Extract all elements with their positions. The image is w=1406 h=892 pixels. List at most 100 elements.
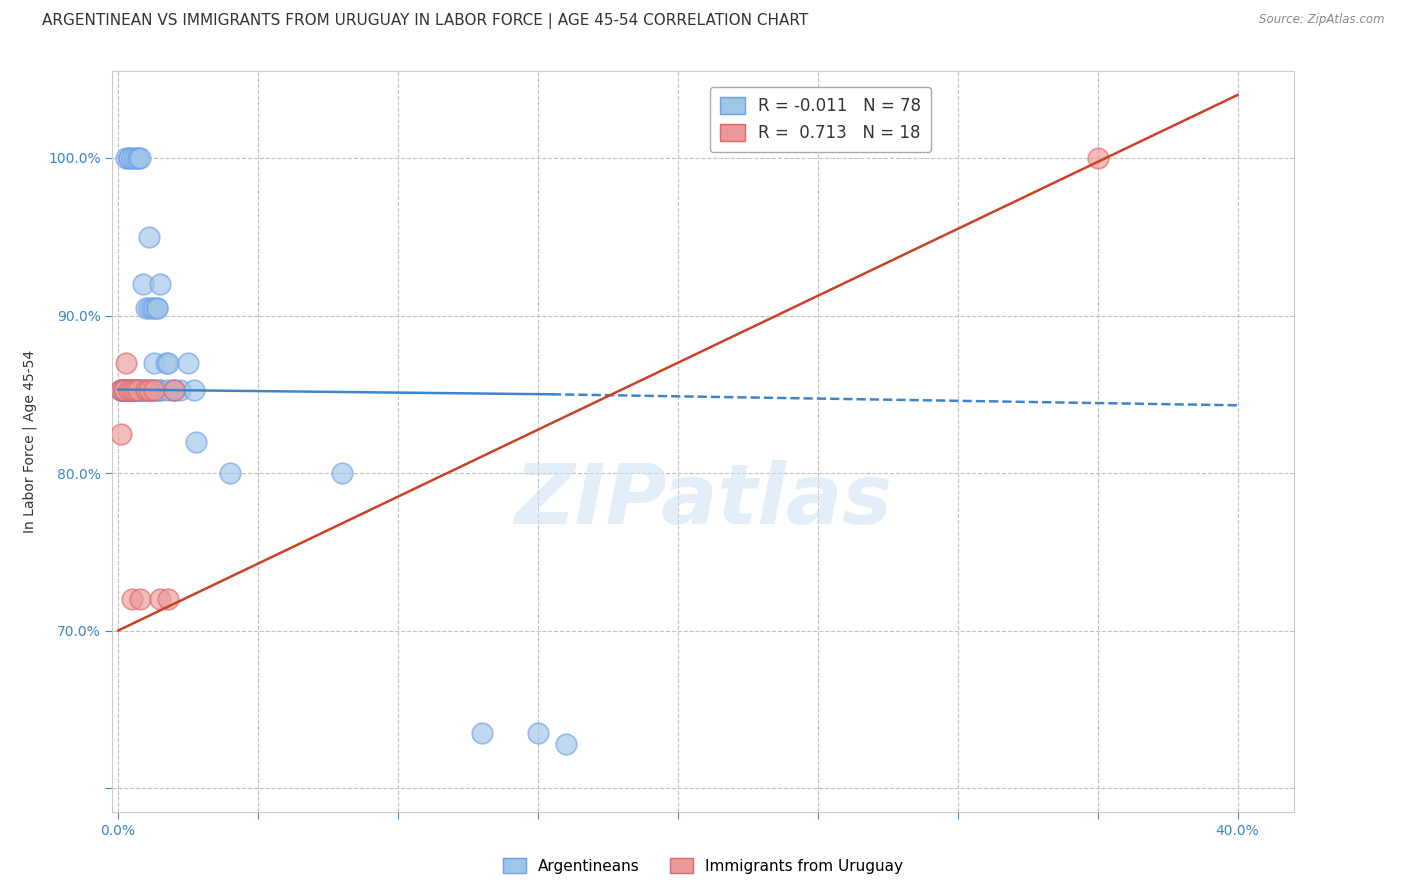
Point bbox=[163, 383, 186, 397]
Point bbox=[115, 356, 138, 370]
Point bbox=[121, 383, 143, 397]
Point bbox=[143, 356, 166, 370]
Point bbox=[127, 383, 149, 397]
Point bbox=[141, 301, 163, 315]
Point bbox=[146, 301, 169, 315]
Point bbox=[157, 356, 180, 370]
Point bbox=[121, 383, 143, 397]
Point bbox=[127, 151, 149, 165]
Point bbox=[149, 277, 172, 291]
Point bbox=[135, 383, 157, 397]
Point bbox=[112, 383, 135, 397]
Point bbox=[124, 151, 146, 165]
Point bbox=[146, 301, 169, 315]
Point bbox=[112, 383, 135, 397]
Point bbox=[121, 592, 143, 607]
Point bbox=[527, 726, 550, 740]
Point bbox=[163, 383, 186, 397]
Point bbox=[157, 383, 180, 397]
Point bbox=[115, 383, 138, 397]
Point bbox=[132, 383, 155, 397]
Point bbox=[118, 383, 141, 397]
Point bbox=[118, 383, 141, 397]
Point bbox=[118, 383, 141, 397]
Point bbox=[157, 592, 180, 607]
Point bbox=[143, 301, 166, 315]
Point bbox=[110, 383, 132, 397]
Point bbox=[129, 383, 152, 397]
Point bbox=[118, 383, 141, 397]
Point bbox=[138, 301, 160, 315]
Point bbox=[110, 383, 132, 397]
Point bbox=[121, 383, 143, 397]
Point bbox=[115, 383, 138, 397]
Point bbox=[127, 151, 149, 165]
Point bbox=[121, 151, 143, 165]
Point bbox=[135, 383, 157, 397]
Point bbox=[141, 383, 163, 397]
Point bbox=[129, 151, 152, 165]
Point bbox=[110, 383, 132, 397]
Point bbox=[110, 383, 132, 397]
Point bbox=[186, 434, 208, 449]
Point bbox=[124, 383, 146, 397]
Point bbox=[129, 592, 152, 607]
Point bbox=[112, 383, 135, 397]
Point bbox=[330, 466, 353, 480]
Point bbox=[115, 151, 138, 165]
Point bbox=[112, 383, 135, 397]
Point bbox=[149, 383, 172, 397]
Text: ZIPatlas: ZIPatlas bbox=[515, 460, 891, 541]
Point bbox=[138, 229, 160, 244]
Point bbox=[177, 356, 200, 370]
Point bbox=[127, 383, 149, 397]
Point bbox=[132, 277, 155, 291]
Y-axis label: In Labor Force | Age 45-54: In Labor Force | Age 45-54 bbox=[22, 350, 37, 533]
Point bbox=[129, 383, 152, 397]
Point bbox=[121, 383, 143, 397]
Point bbox=[124, 383, 146, 397]
Point bbox=[138, 383, 160, 397]
Point bbox=[112, 383, 135, 397]
Point bbox=[141, 383, 163, 397]
Point bbox=[118, 151, 141, 165]
Point bbox=[127, 383, 149, 397]
Point bbox=[129, 383, 152, 397]
Point bbox=[112, 383, 135, 397]
Point bbox=[143, 383, 166, 397]
Point bbox=[1087, 151, 1109, 165]
Point bbox=[112, 383, 135, 397]
Point bbox=[183, 383, 205, 397]
Point bbox=[110, 426, 132, 441]
Point bbox=[112, 383, 135, 397]
Point bbox=[118, 383, 141, 397]
Point bbox=[110, 383, 132, 397]
Point bbox=[471, 726, 494, 740]
Legend: Argentineans, Immigrants from Uruguay: Argentineans, Immigrants from Uruguay bbox=[496, 852, 910, 880]
Point bbox=[146, 383, 169, 397]
Point bbox=[121, 383, 143, 397]
Point bbox=[135, 301, 157, 315]
Legend: R = -0.011   N = 78, R =  0.713   N = 18: R = -0.011 N = 78, R = 0.713 N = 18 bbox=[710, 87, 931, 152]
Point bbox=[219, 466, 242, 480]
Point bbox=[143, 383, 166, 397]
Point bbox=[124, 383, 146, 397]
Point bbox=[155, 356, 177, 370]
Point bbox=[149, 383, 172, 397]
Point bbox=[135, 383, 157, 397]
Point bbox=[110, 383, 132, 397]
Point bbox=[118, 151, 141, 165]
Point bbox=[169, 383, 191, 397]
Text: ARGENTINEAN VS IMMIGRANTS FROM URUGUAY IN LABOR FORCE | AGE 45-54 CORRELATION CH: ARGENTINEAN VS IMMIGRANTS FROM URUGUAY I… bbox=[42, 13, 808, 29]
Point bbox=[554, 737, 576, 751]
Text: Source: ZipAtlas.com: Source: ZipAtlas.com bbox=[1260, 13, 1385, 27]
Point bbox=[149, 592, 172, 607]
Point bbox=[132, 383, 155, 397]
Point bbox=[163, 383, 186, 397]
Point bbox=[115, 383, 138, 397]
Point bbox=[138, 383, 160, 397]
Point bbox=[127, 383, 149, 397]
Point bbox=[124, 383, 146, 397]
Point bbox=[127, 383, 149, 397]
Point bbox=[115, 383, 138, 397]
